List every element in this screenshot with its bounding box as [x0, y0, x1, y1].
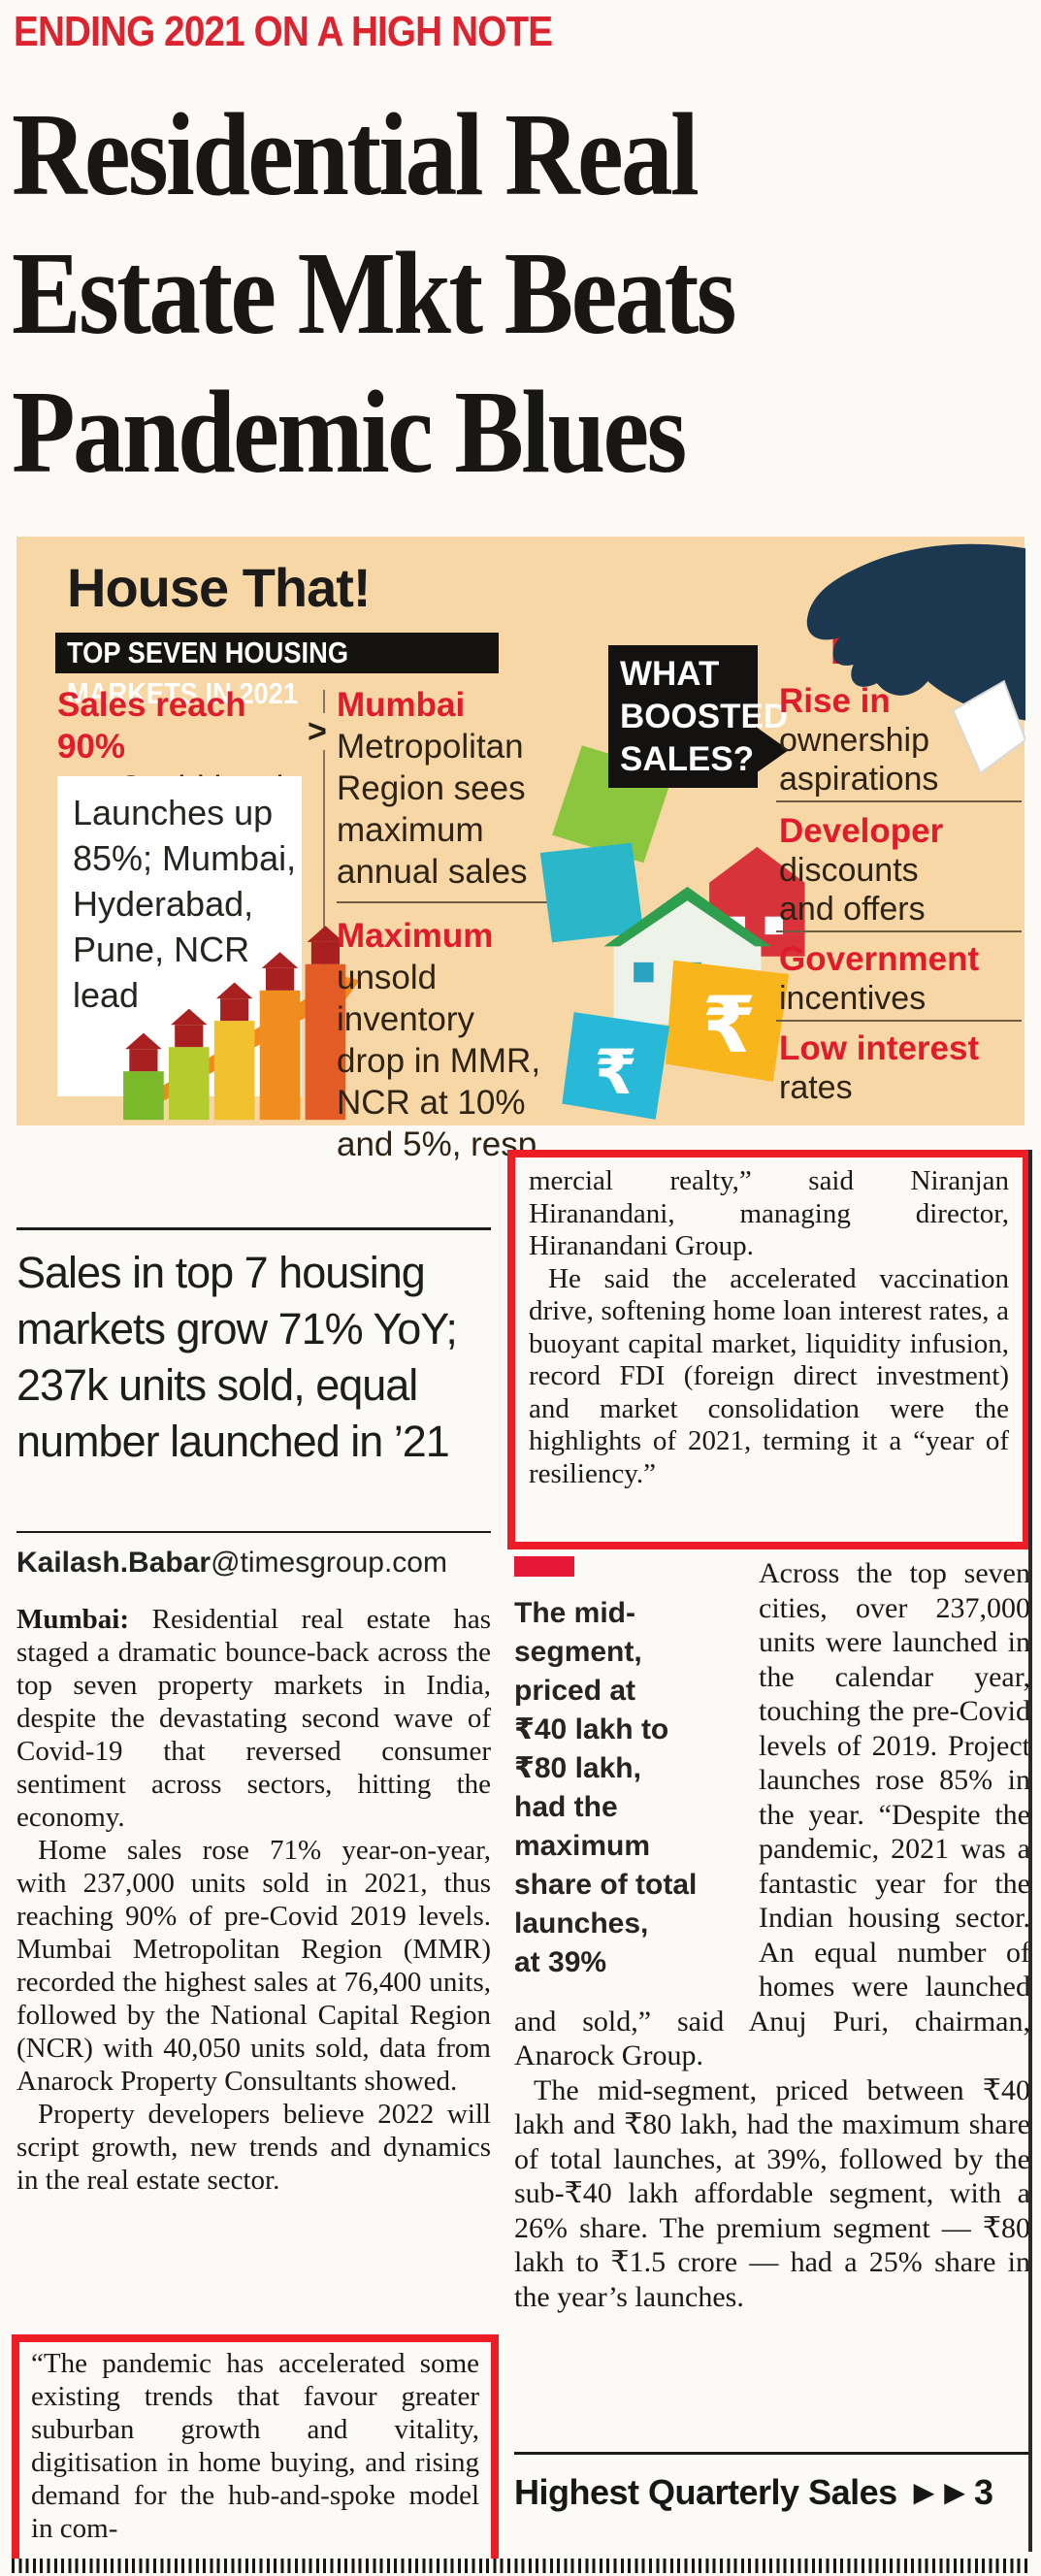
divider: [776, 930, 1022, 932]
rule: [16, 1531, 491, 1533]
divider: [776, 800, 1022, 802]
stat-mmr-sales-rest: Metropolitan Region sees maximum annual …: [337, 728, 528, 891]
highlighted-continuation-box: mercial realty,” said Niranjan Hirananda…: [507, 1150, 1030, 1549]
article-right-column: The mid- segment, priced at ₹40 lakh to …: [514, 1556, 1030, 2314]
paragraph: He said the accelerated vaccination driv…: [529, 1262, 1009, 1489]
continuation-pointer: Highest Quarterly Sales ►► 3: [514, 2472, 993, 2513]
houses-moneybags-icon: ₹ ₹: [539, 745, 805, 1120]
stat-unsold-inventory: Maximum unsold inventory drop in MMR, NC…: [337, 915, 579, 1165]
booster-ownership: Rise in ownership aspirations: [779, 682, 1022, 799]
stat-mmr-sales: Mumbai Metropolitan Region sees maximum …: [337, 684, 565, 893]
booster-incentives-rest: incentives: [779, 980, 927, 1017]
infographic-banner: TOP SEVEN HOUSING MARKETS IN 2021: [55, 633, 499, 710]
highlighted-quote-box: “The pandemic has accelerated some exist…: [12, 2334, 499, 2569]
byline-author: Kailash.Babar: [16, 1547, 211, 1579]
headline-line-1: Residential Real: [12, 89, 699, 220]
paragraph-text: Residential real estate has staged a dra…: [16, 1604, 491, 1833]
callout-pointer-icon: [756, 727, 789, 773]
infographic-banner-text: TOP SEVEN HOUSING MARKETS IN 2021: [67, 636, 349, 710]
headline-line-3: Pandemic Blues: [12, 367, 687, 498]
kicker-text: ENDING 2021 ON A HIGH NOTE: [14, 8, 553, 55]
double-arrow-icon: ►►: [906, 2472, 972, 2512]
booster-discounts-lead: Developer: [779, 812, 944, 850]
kicker: ENDING 2021 ON A HIGH NOTE: [14, 8, 626, 56]
divider: [776, 1020, 1022, 1022]
pull-quote-tick-icon: [514, 1556, 574, 1577]
stat-launches-text: Launches up 85%; Mumbai, Hyderabad, Pune…: [73, 793, 297, 1015]
column-rule: [1028, 1150, 1032, 2552]
booster-low-interest-lead: Low interest: [779, 1029, 980, 1067]
page-title: Residential Real Estate Mkt Beats Pandem…: [12, 85, 1040, 502]
growth-bar-houses-icon: [123, 926, 360, 1121]
chevron-right-icon: >: [308, 713, 327, 750]
stat-unsold-inventory-lead: Maximum: [337, 917, 494, 955]
page-edge-ticks: [12, 2559, 1028, 2573]
continuation-label: Highest Quarterly Sales: [514, 2472, 897, 2512]
paragraph: The mid-segment, priced between ₹40 lakh…: [514, 2073, 1030, 2313]
rupee-symbol: ₹: [702, 980, 757, 1070]
stat-unsold-inventory-rest: unsold inventory drop in MMR, NCR at 10%…: [337, 959, 541, 1163]
continuation-page-number: 3: [973, 2472, 993, 2512]
paragraph: Property developers believe 2022 will sc…: [16, 2099, 491, 2196]
infographic-title: House That!: [67, 557, 372, 618]
pull-quote: The mid- segment, priced at ₹40 lakh to …: [514, 1556, 759, 2000]
rule: [16, 1227, 491, 1230]
boosted-sales-callout: WHAT BOOSTED SALES?: [608, 645, 788, 788]
booster-ownership-lead: Rise in: [779, 682, 891, 720]
paragraph: mercial realty,” said Niranjan Hirananda…: [529, 1165, 1009, 1261]
divider: [337, 901, 558, 903]
article-left-column: Mumbai: Residential real estate has stag…: [16, 1603, 491, 2197]
booster-low-interest-rest: rates: [779, 1069, 853, 1106]
headline-line-2: Estate Mkt Beats: [12, 228, 737, 359]
booster-discounts: Developer discounts and offers: [779, 812, 1022, 929]
booster-incentives-lead: Government: [779, 940, 980, 978]
stat-sales-reach-lead: Sales reach 90%: [57, 686, 246, 766]
standfirst: Sales in top 7 housing markets grow 71% …: [16, 1248, 458, 1466]
dateline: Mumbai:: [16, 1604, 129, 1635]
byline: Kailash.Babar@timesgroup.com: [16, 1547, 447, 1580]
stat-mmr-sales-lead: Mumbai: [337, 686, 466, 724]
rule: [514, 2452, 1030, 2455]
booster-incentives: Government incentives: [779, 940, 1022, 1018]
highlighted-quote-text: “The pandemic has accelerated some exist…: [31, 2348, 479, 2544]
paragraph: Home sales rose 71% year-on-year, with 2…: [16, 1835, 491, 2097]
rupee-symbol: ₹: [595, 1036, 637, 1108]
vertical-divider: [323, 690, 325, 971]
hand-placing-house-icon: [806, 543, 1025, 775]
paragraph: Mumbai: Residential real estate has stag…: [16, 1603, 491, 1834]
pull-quote-text: The mid- segment, priced at ₹40 lakh to …: [514, 1597, 698, 1978]
byline-domain: @timesgroup.com: [211, 1547, 447, 1579]
booster-discounts-rest: discounts and offers: [779, 852, 926, 928]
infographic-panel: House That! TOP SEVEN HOUSING MARKETS IN…: [16, 537, 1025, 1163]
paragraph: Across the top seven cities, over 237,00…: [514, 1557, 1030, 2071]
booster-ownership-rest: ownership aspirations: [779, 722, 939, 798]
booster-low-interest: Low interest rates: [779, 1029, 1022, 1107]
